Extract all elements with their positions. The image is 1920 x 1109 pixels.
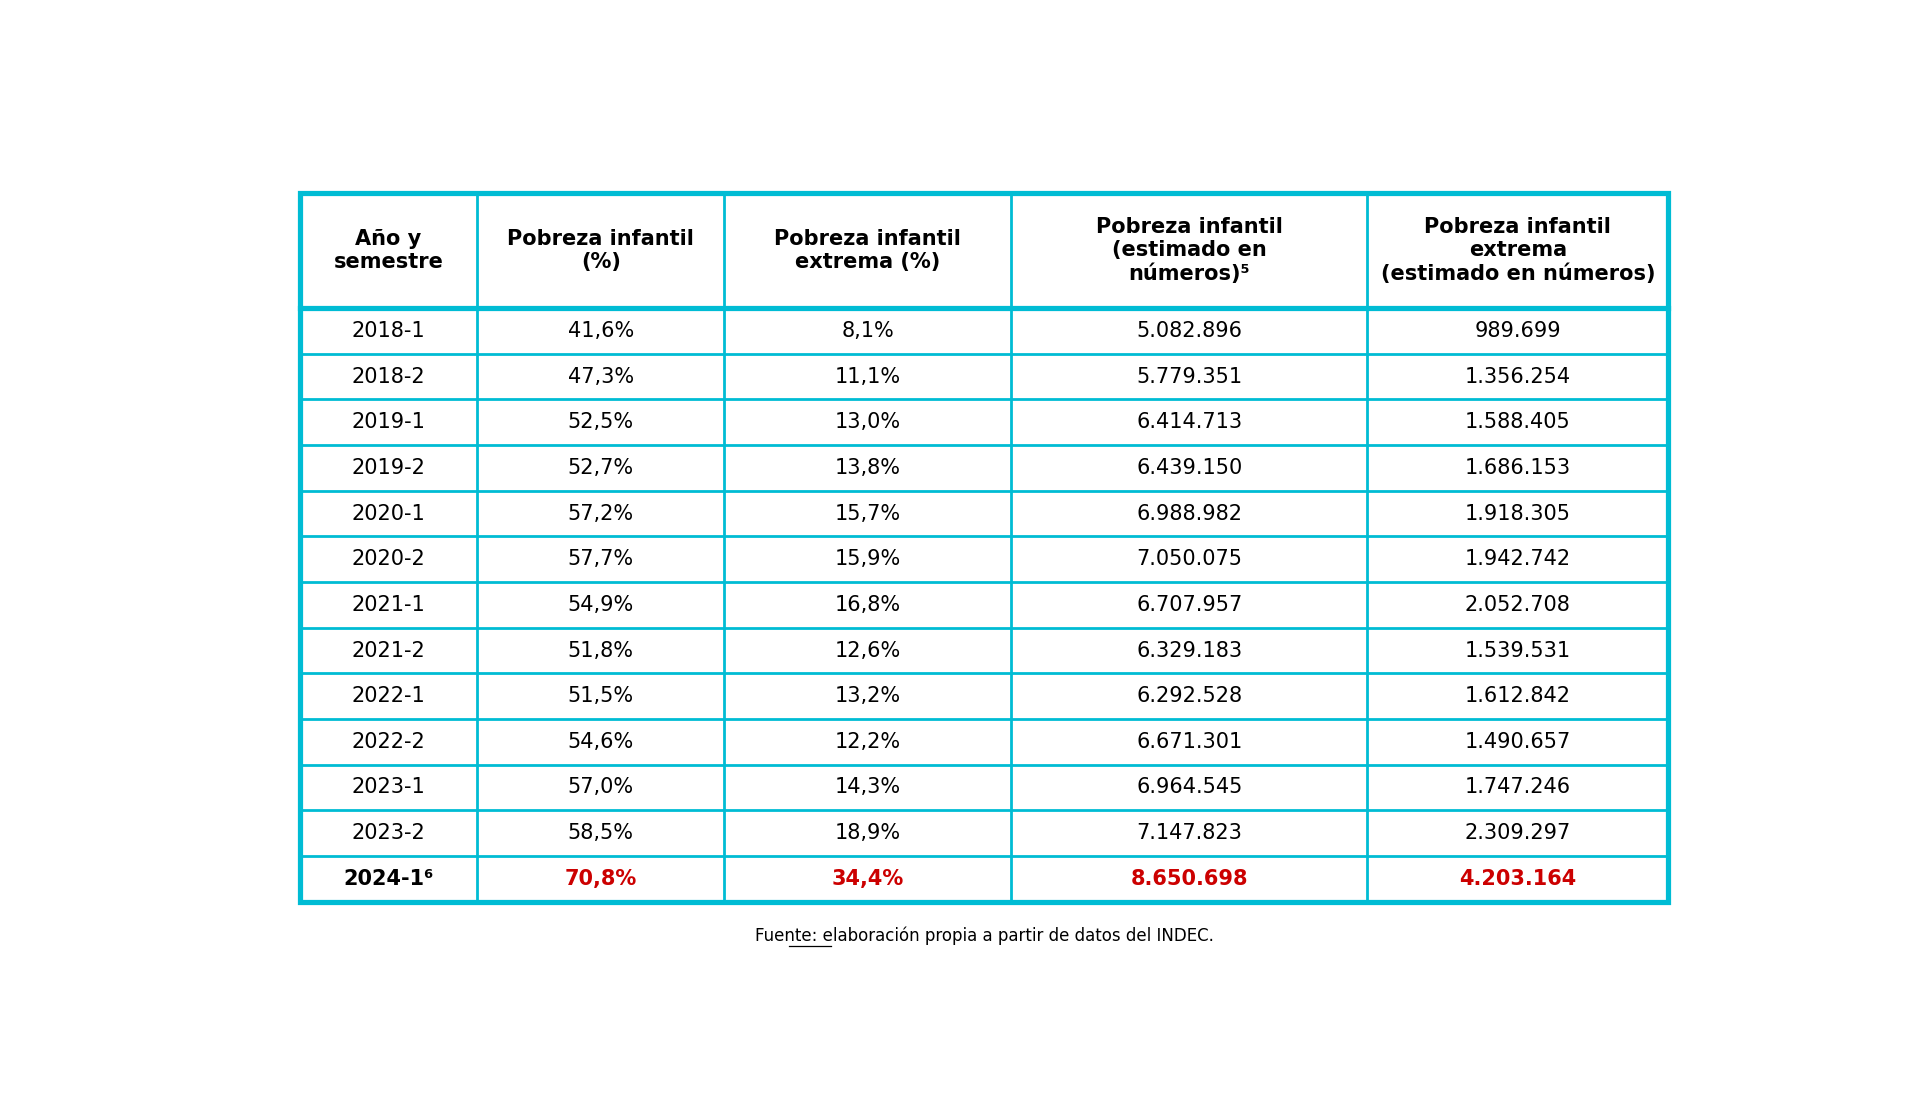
Bar bbox=[300, 193, 1668, 902]
Text: 1.588.405: 1.588.405 bbox=[1465, 413, 1571, 433]
Text: 6.671.301: 6.671.301 bbox=[1137, 732, 1242, 752]
Text: 41,6%: 41,6% bbox=[568, 321, 634, 340]
Text: Pobreza infantil
(%): Pobreza infantil (%) bbox=[507, 228, 695, 272]
Text: 6.964.545: 6.964.545 bbox=[1137, 777, 1242, 797]
Text: 8,1%: 8,1% bbox=[841, 321, 895, 340]
Text: 13,8%: 13,8% bbox=[835, 458, 900, 478]
Text: 2020-2: 2020-2 bbox=[351, 549, 426, 569]
Text: 2022-1: 2022-1 bbox=[351, 686, 426, 706]
Text: 12,6%: 12,6% bbox=[835, 641, 900, 661]
Text: 989.699: 989.699 bbox=[1475, 321, 1561, 340]
Text: 18,9%: 18,9% bbox=[835, 823, 900, 843]
Text: 12,2%: 12,2% bbox=[835, 732, 900, 752]
Text: 2.052.708: 2.052.708 bbox=[1465, 594, 1571, 614]
Text: 6.292.528: 6.292.528 bbox=[1137, 686, 1242, 706]
Text: Pobreza infantil
extrema (%): Pobreza infantil extrema (%) bbox=[774, 228, 962, 272]
Text: 15,7%: 15,7% bbox=[835, 503, 900, 523]
Text: 7.147.823: 7.147.823 bbox=[1137, 823, 1242, 843]
Text: 6.439.150: 6.439.150 bbox=[1137, 458, 1242, 478]
Text: 6.414.713: 6.414.713 bbox=[1137, 413, 1242, 433]
Text: 6.707.957: 6.707.957 bbox=[1137, 594, 1242, 614]
Text: 1.747.246: 1.747.246 bbox=[1465, 777, 1571, 797]
Text: 1.539.531: 1.539.531 bbox=[1465, 641, 1571, 661]
Text: 5.082.896: 5.082.896 bbox=[1137, 321, 1242, 340]
Text: 1.686.153: 1.686.153 bbox=[1465, 458, 1571, 478]
Text: 5.779.351: 5.779.351 bbox=[1137, 367, 1242, 387]
Text: 1.490.657: 1.490.657 bbox=[1465, 732, 1571, 752]
Text: 2018-2: 2018-2 bbox=[351, 367, 426, 387]
Text: 1.612.842: 1.612.842 bbox=[1465, 686, 1571, 706]
Text: 52,7%: 52,7% bbox=[568, 458, 634, 478]
Text: 58,5%: 58,5% bbox=[568, 823, 634, 843]
Text: 1.942.742: 1.942.742 bbox=[1465, 549, 1571, 569]
Text: 52,5%: 52,5% bbox=[568, 413, 634, 433]
Text: 2022-2: 2022-2 bbox=[351, 732, 426, 752]
Text: 16,8%: 16,8% bbox=[835, 594, 900, 614]
Text: 51,8%: 51,8% bbox=[568, 641, 634, 661]
Text: 6.329.183: 6.329.183 bbox=[1137, 641, 1242, 661]
Text: Pobreza infantil
extrema
(estimado en números): Pobreza infantil extrema (estimado en nú… bbox=[1380, 217, 1655, 284]
Text: 7.050.075: 7.050.075 bbox=[1137, 549, 1242, 569]
Text: 57,0%: 57,0% bbox=[568, 777, 634, 797]
Text: 2018-1: 2018-1 bbox=[351, 321, 426, 340]
Text: 2023-1: 2023-1 bbox=[351, 777, 426, 797]
Text: 70,8%: 70,8% bbox=[564, 868, 637, 888]
Text: 57,2%: 57,2% bbox=[568, 503, 634, 523]
Text: 6.988.982: 6.988.982 bbox=[1137, 503, 1242, 523]
Text: 51,5%: 51,5% bbox=[568, 686, 634, 706]
Text: 13,2%: 13,2% bbox=[835, 686, 900, 706]
Text: 14,3%: 14,3% bbox=[835, 777, 900, 797]
Text: 54,6%: 54,6% bbox=[568, 732, 634, 752]
Text: 2023-2: 2023-2 bbox=[351, 823, 426, 843]
Text: 1.356.254: 1.356.254 bbox=[1465, 367, 1571, 387]
Text: Fuente: elaboración propia a partir de datos del INDEC.: Fuente: elaboración propia a partir de d… bbox=[755, 926, 1213, 945]
Text: 34,4%: 34,4% bbox=[831, 868, 904, 888]
Text: 11,1%: 11,1% bbox=[835, 367, 900, 387]
Text: 1.918.305: 1.918.305 bbox=[1465, 503, 1571, 523]
Text: Año y
semestre: Año y semestre bbox=[334, 228, 444, 272]
Text: Pobreza infantil
(estimado en
números)⁵: Pobreza infantil (estimado en números)⁵ bbox=[1096, 217, 1283, 284]
Text: 2024-1⁶: 2024-1⁶ bbox=[344, 868, 434, 888]
Text: 8.650.698: 8.650.698 bbox=[1131, 868, 1248, 888]
Text: 47,3%: 47,3% bbox=[568, 367, 634, 387]
Text: 2.309.297: 2.309.297 bbox=[1465, 823, 1571, 843]
Text: 2019-1: 2019-1 bbox=[351, 413, 426, 433]
Text: 2021-2: 2021-2 bbox=[351, 641, 426, 661]
Text: 13,0%: 13,0% bbox=[835, 413, 900, 433]
Text: 2021-1: 2021-1 bbox=[351, 594, 426, 614]
Text: 57,7%: 57,7% bbox=[568, 549, 634, 569]
Text: 2020-1: 2020-1 bbox=[351, 503, 426, 523]
Text: 15,9%: 15,9% bbox=[835, 549, 900, 569]
Text: 2019-2: 2019-2 bbox=[351, 458, 426, 478]
Text: 54,9%: 54,9% bbox=[568, 594, 634, 614]
Text: 4.203.164: 4.203.164 bbox=[1459, 868, 1576, 888]
